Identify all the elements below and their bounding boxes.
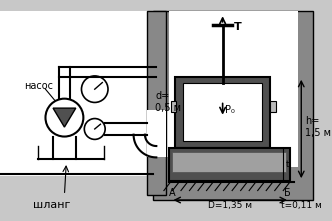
Bar <box>270 101 276 112</box>
Text: t: t <box>286 160 290 170</box>
Polygon shape <box>53 108 76 127</box>
Text: T: T <box>234 22 242 32</box>
Bar <box>153 110 177 157</box>
Bar <box>183 84 262 141</box>
Text: шланг: шланг <box>34 200 71 210</box>
Bar <box>169 148 290 181</box>
Text: Б: Б <box>284 188 290 198</box>
Bar <box>0 11 153 176</box>
Circle shape <box>45 99 83 137</box>
Bar <box>172 152 286 171</box>
Circle shape <box>84 118 105 139</box>
Circle shape <box>81 76 108 103</box>
Text: h=
1,5 м: h= 1,5 м <box>305 116 331 138</box>
Bar <box>153 11 313 200</box>
Text: P₀: P₀ <box>224 105 234 115</box>
Text: D=1,35 м: D=1,35 м <box>208 201 252 210</box>
Text: t=0,11 м: t=0,11 м <box>281 201 322 210</box>
Text: A: A <box>169 188 176 198</box>
Text: насос: насос <box>24 81 53 91</box>
Bar <box>171 101 176 112</box>
Bar <box>147 11 166 195</box>
Text: d=
0,5 м: d= 0,5 м <box>155 91 181 113</box>
Bar <box>169 11 298 167</box>
Bar <box>175 77 270 148</box>
Bar <box>147 110 166 157</box>
